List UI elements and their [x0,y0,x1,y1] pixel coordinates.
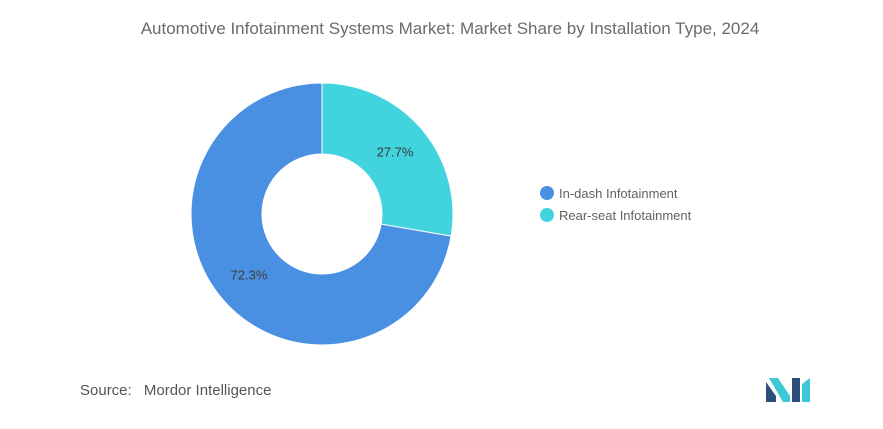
source-name: Mordor Intelligence [143,382,272,399]
slice-label-in-dash: 72.3% [231,268,268,283]
slice-label-rear-seat: 27.7% [377,144,414,159]
legend-label-rear-seat: Rear-seat Infotainment [559,207,692,223]
legend-label-in-dash: In-dash Infotainment [559,185,678,201]
legend-swatch-in-dash [540,186,554,200]
source-note: Source: Mordor Intelligence [80,382,271,399]
legend-item-rear-seat[interactable]: Rear-seat Infotainment [540,204,691,226]
slices-group [190,82,454,346]
legend-swatch-rear-seat [540,208,554,222]
chart-legend: In-dash Infotainment Rear-seat Infotainm… [540,182,691,226]
slice-in-dash[interactable] [190,82,452,346]
chart-title: Automotive Infotainment Systems Market: … [140,19,760,38]
mordor-intelligence-logo-icon [766,378,810,402]
slice-labels-group: 27.7% 72.3% [231,144,414,282]
slice-rear-seat[interactable] [321,82,454,237]
legend-item-in-dash[interactable]: In-dash Infotainment [540,182,691,204]
source-label: Source: [80,382,132,399]
